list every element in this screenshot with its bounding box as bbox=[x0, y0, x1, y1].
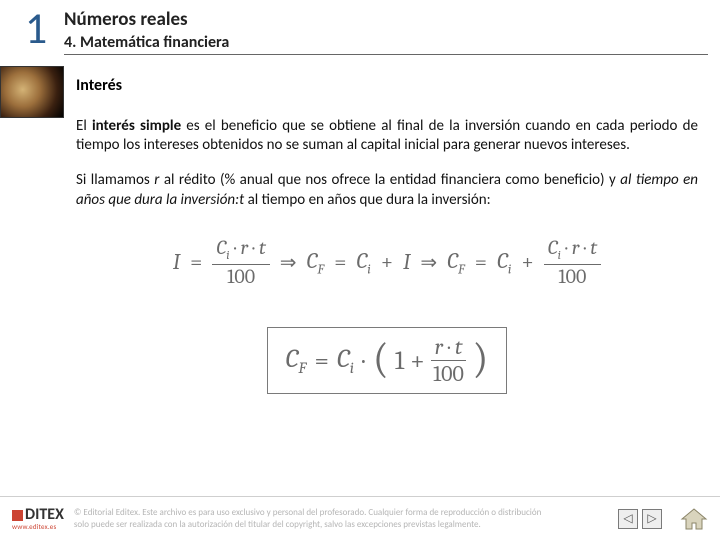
sym-dot: · bbox=[584, 236, 586, 259]
logo-square-icon bbox=[12, 510, 23, 521]
implies-icon: ⇒ bbox=[280, 250, 297, 274]
paren-close-icon: ) bbox=[472, 344, 488, 373]
sym-C: C bbox=[337, 344, 350, 374]
sym-r: r bbox=[572, 236, 580, 259]
expr: Ci bbox=[497, 248, 511, 277]
next-button[interactable]: ▷ bbox=[642, 509, 662, 529]
sym-dot: · bbox=[362, 346, 365, 376]
sym-eq: = bbox=[475, 249, 487, 275]
sym-r: r bbox=[240, 236, 248, 259]
sym-C: C bbox=[216, 236, 226, 259]
expr: CF bbox=[447, 248, 465, 277]
formula-row-2-boxed: CF = Ci · ( 1 + r · t 100 ) bbox=[267, 327, 508, 394]
sym-C: C bbox=[548, 236, 558, 259]
prev-button[interactable]: ◁ bbox=[618, 509, 638, 529]
publisher-logo: DITEX www.editex.es bbox=[12, 507, 64, 530]
triangle-left-icon: ◁ bbox=[623, 511, 632, 526]
sym-dot: · bbox=[565, 236, 567, 259]
sub-i: i bbox=[226, 249, 229, 263]
sym-eq: = bbox=[314, 346, 328, 376]
sub-F: F bbox=[317, 262, 324, 277]
paren-open-icon: ( bbox=[373, 344, 389, 373]
paragraph-1: El interés simple es el beneficio que se… bbox=[76, 117, 698, 155]
fraction: Ci · r · t 100 bbox=[212, 238, 269, 287]
sym-I: I bbox=[403, 249, 410, 275]
page-subtitle: 4. Matemática financiera bbox=[64, 33, 708, 55]
sub-F: F bbox=[298, 359, 306, 378]
numerator: r · t bbox=[431, 336, 467, 361]
sym-C: C bbox=[307, 248, 318, 274]
page-title: Números reales bbox=[64, 8, 720, 31]
sub-i: i bbox=[350, 359, 354, 378]
sym-C: C bbox=[447, 248, 458, 274]
sym-dot: · bbox=[234, 236, 236, 259]
sym-plus: + bbox=[410, 346, 424, 376]
copyright-line-1: © Editorial Editex. Este archivo es para… bbox=[74, 507, 541, 518]
sub-i: i bbox=[558, 249, 561, 263]
sym-t: t bbox=[455, 334, 462, 360]
copyright-text: © Editorial Editex. Este archivo es para… bbox=[74, 507, 608, 530]
nav-buttons: ◁ ▷ bbox=[618, 509, 662, 529]
section-title: Interés bbox=[76, 76, 698, 95]
home-button[interactable] bbox=[680, 507, 708, 531]
numerator: Ci · r · t bbox=[212, 238, 269, 265]
header-titles: Números reales 4. Matemática financiera bbox=[64, 6, 720, 55]
paragraph-2: Si llamamos r al rédito (% anual que nos… bbox=[76, 171, 698, 209]
header-bar: 1 Números reales 4. Matemática financier… bbox=[0, 0, 720, 64]
sym-plus: + bbox=[381, 249, 393, 275]
text: El bbox=[76, 117, 92, 135]
triangle-right-icon: ▷ bbox=[647, 511, 656, 526]
sub-F: F bbox=[458, 262, 465, 277]
text: Si llamamos bbox=[76, 171, 154, 189]
nautilus-image bbox=[0, 66, 64, 118]
sym-t: t bbox=[590, 236, 597, 259]
content-area: Interés El interés simple es el benefici… bbox=[76, 76, 698, 394]
sym-eq: = bbox=[190, 249, 202, 275]
term-bold: interés simple bbox=[92, 117, 181, 135]
denominator: 100 bbox=[558, 265, 586, 287]
text: al tiempo en años que dura la inversión: bbox=[244, 191, 491, 209]
sym-I: I bbox=[173, 249, 180, 275]
sub-i: i bbox=[367, 262, 371, 277]
sym-t: t bbox=[259, 236, 266, 259]
sym-eq: = bbox=[334, 249, 346, 275]
text: al rédito (% anual que nos ofrece la ent… bbox=[159, 171, 620, 189]
footer-bar: DITEX www.editex.es © Editorial Editex. … bbox=[0, 496, 720, 540]
sym-dot: · bbox=[448, 334, 450, 360]
sym-plus: + bbox=[521, 249, 533, 275]
expr: Ci bbox=[356, 248, 370, 277]
sym-one: 1 bbox=[395, 346, 404, 376]
fraction: r · t 100 bbox=[431, 336, 467, 385]
sym-C: C bbox=[286, 344, 299, 374]
expr: CF bbox=[286, 344, 307, 378]
formula-row-1: I = Ci · r · t 100 ⇒ CF = Ci + I bbox=[173, 238, 601, 287]
numerator: Ci · r · t bbox=[544, 238, 601, 265]
fraction: Ci · r · t 100 bbox=[544, 238, 601, 287]
sym-dot: · bbox=[252, 236, 254, 259]
implies-icon: ⇒ bbox=[420, 250, 437, 274]
logo-mark: DITEX bbox=[12, 507, 64, 523]
formula-block: I = Ci · r · t 100 ⇒ CF = Ci + I bbox=[76, 238, 698, 394]
chapter-number: 1 bbox=[8, 6, 64, 50]
sym-r: r bbox=[435, 334, 443, 360]
sym-C: C bbox=[356, 248, 367, 274]
expr: Ci bbox=[337, 344, 354, 378]
parenthesis-group: ( 1 + r · t 100 ) bbox=[373, 336, 489, 385]
copyright-line-2: solo puede ser realizada con la autoriza… bbox=[74, 519, 481, 530]
sym-C: C bbox=[497, 248, 508, 274]
sub-i: i bbox=[508, 262, 512, 277]
logo-url: www.editex.es bbox=[12, 523, 56, 530]
denominator: 100 bbox=[227, 265, 255, 287]
denominator: 100 bbox=[433, 361, 464, 385]
expr: CF bbox=[307, 248, 325, 277]
logo-text: DITEX bbox=[25, 507, 64, 523]
